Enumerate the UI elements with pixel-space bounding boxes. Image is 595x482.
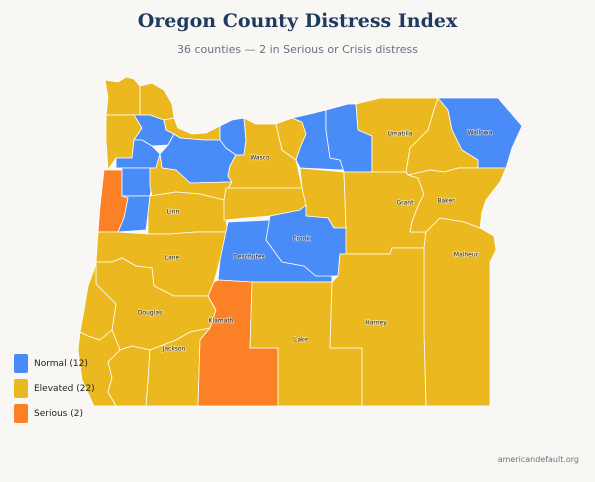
legend-item-elevated: Elevated (22) <box>14 376 95 401</box>
county-label-klamath: Klamath <box>209 318 234 325</box>
county-malheur[interactable] <box>423 217 497 407</box>
county-label-crook: Crook <box>292 236 310 243</box>
county-label-wasco: Wasco <box>250 155 270 162</box>
legend-swatch-serious <box>14 404 28 423</box>
county-linn[interactable] <box>147 191 229 235</box>
county-columbia[interactable] <box>139 82 175 121</box>
legend-label-serious: Serious (2) <box>34 408 83 419</box>
legend-item-serious: Serious (2) <box>14 401 95 426</box>
county-grant[interactable] <box>339 171 427 255</box>
county-label-harney: Harney <box>365 320 387 327</box>
county-label-malheur: Malheur <box>454 252 479 259</box>
legend-item-normal: Normal (12) <box>14 351 95 376</box>
county-label-wallowa: Wallowa <box>468 130 493 137</box>
legend: Normal (12) Elevated (22) Serious (2) <box>14 351 95 426</box>
county-harney[interactable] <box>329 247 427 407</box>
county-label-linn: Linn <box>167 209 180 216</box>
legend-label-normal: Normal (12) <box>34 358 88 369</box>
source-credit: americandefault.org <box>497 455 579 464</box>
map-title: Oregon County Distress Index <box>137 10 458 32</box>
county-label-baker: Baker <box>437 198 455 205</box>
county-label-jackson: Jackson <box>162 346 186 353</box>
county-label-lane: Lane <box>165 255 180 262</box>
county-label-douglas: Douglas <box>138 310 162 317</box>
county-label-grant: Grant <box>397 200 415 207</box>
county-clatsop[interactable] <box>104 76 141 116</box>
county-josephine[interactable] <box>107 345 151 407</box>
county-label-lake: Lake <box>294 337 308 344</box>
legend-swatch-elevated <box>14 379 28 398</box>
map-subtitle: 36 counties — 2 in Serious or Crisis dis… <box>177 43 418 56</box>
county-label-umatilla: Umatilla <box>388 131 413 138</box>
legend-swatch-normal <box>14 354 28 373</box>
county-label-deschutes: Deschutes <box>233 254 265 261</box>
legend-label-elevated: Elevated (22) <box>34 383 95 394</box>
county-labels: Wasco Umatilla Wallowa Linn Grant Baker … <box>137 129 493 354</box>
county-shapes <box>77 76 523 407</box>
